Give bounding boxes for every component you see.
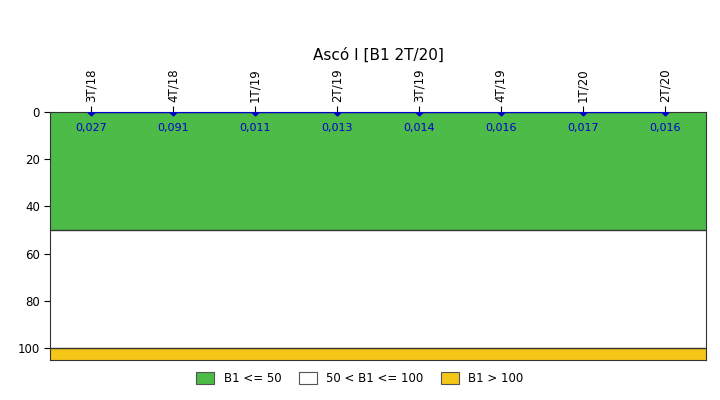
Text: 0,027: 0,027 <box>76 123 107 133</box>
Text: 0,091: 0,091 <box>158 123 189 133</box>
Text: 0,013: 0,013 <box>321 123 353 133</box>
Legend: B1 <= 50, 50 < B1 <= 100, B1 > 100: B1 <= 50, 50 < B1 <= 100, B1 > 100 <box>192 368 528 390</box>
Bar <box>50 348 706 360</box>
Text: 0,014: 0,014 <box>403 123 435 133</box>
Bar <box>50 230 706 348</box>
Text: 0,011: 0,011 <box>240 123 271 133</box>
Title: Ascó I [B1 2T/20]: Ascó I [B1 2T/20] <box>312 47 444 62</box>
Text: 0,017: 0,017 <box>567 123 598 133</box>
Text: 0,016: 0,016 <box>649 123 680 133</box>
Bar <box>50 112 706 230</box>
Text: 0,016: 0,016 <box>485 123 517 133</box>
